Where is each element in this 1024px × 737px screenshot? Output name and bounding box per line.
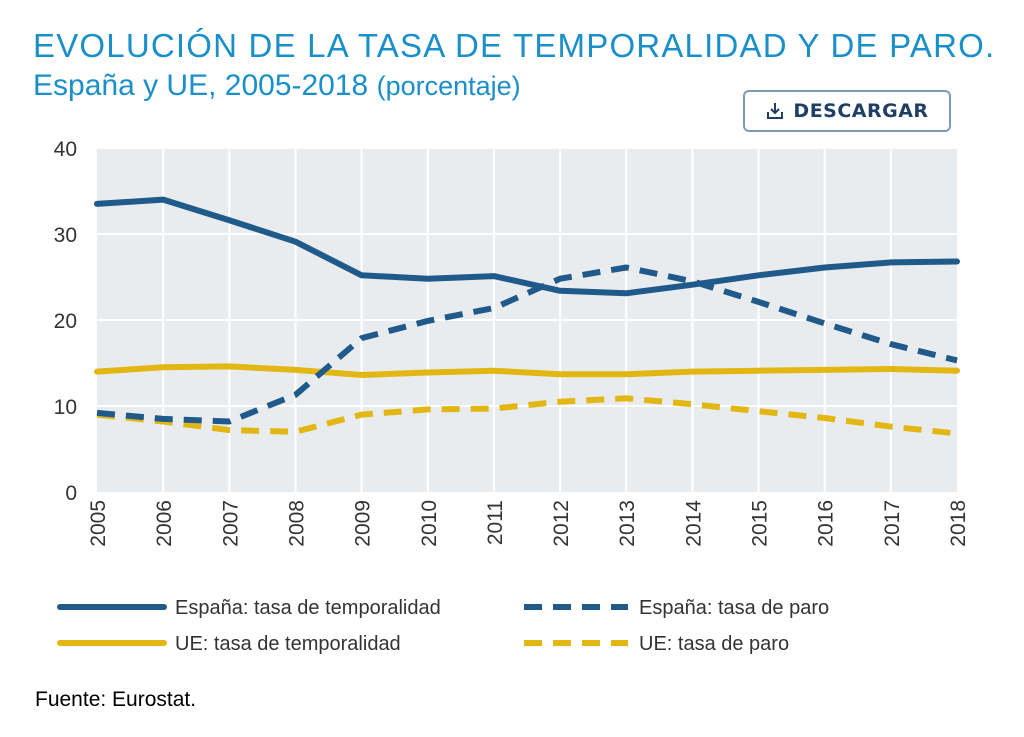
legend-label: UE: tasa de temporalidad	[175, 633, 401, 655]
x-tick-label: 2012	[550, 500, 573, 547]
x-tick-label: 2007	[219, 500, 242, 547]
series-line-0	[94, 196, 960, 297]
legend-label: España: tasa de temporalidad	[175, 597, 441, 619]
x-tick-label: 2013	[616, 500, 639, 547]
title-line-2: España y UE, 2005-2018 (porcentaje)	[33, 66, 983, 106]
x-tick-label: 2011	[484, 500, 507, 545]
x-tick-label: 2016	[815, 500, 838, 547]
series-line-2	[94, 363, 960, 378]
x-tick-label: 2014	[682, 500, 705, 547]
x-tick-label: 2015	[749, 500, 772, 547]
title-line-1: EVOLUCIÓN DE LA TASA DE TEMPORALIDAD Y D…	[33, 27, 996, 64]
title-unit: (porcentaje)	[376, 71, 521, 101]
y-tick-label: 20	[54, 310, 77, 333]
x-tick-label: 2006	[153, 500, 176, 547]
download-button-label: DESCARGAR	[793, 100, 929, 122]
x-tick-label: 2005	[87, 500, 110, 547]
source-note: Fuente: Eurostat.	[35, 688, 197, 711]
x-tick-label: 2018	[947, 500, 970, 547]
x-tick-label: 2017	[881, 500, 904, 547]
legend: España: tasa de temporalidad España: tasa…	[57, 597, 829, 655]
series-line-1	[96, 264, 958, 425]
legend-label: UE: tasa de paro	[639, 633, 789, 655]
chart-title: EVOLUCIÓN DE LA TASA DE TEMPORALIDAD Y D…	[33, 26, 996, 106]
x-tick-label: 2008	[285, 500, 308, 547]
y-tick-label: 40	[54, 138, 77, 161]
download-icon	[767, 103, 784, 119]
y-tick-label: 10	[54, 396, 77, 419]
x-tick-label: 2010	[418, 500, 441, 547]
y-tick-label: 0	[65, 482, 77, 505]
legend-label: España: tasa de paro	[639, 597, 829, 619]
title-main: España y UE, 2005-2018	[33, 69, 369, 102]
x-tick-label: 2009	[352, 500, 375, 547]
y-tick-label: 30	[54, 224, 77, 247]
download-button[interactable]: DESCARGAR	[743, 90, 951, 132]
